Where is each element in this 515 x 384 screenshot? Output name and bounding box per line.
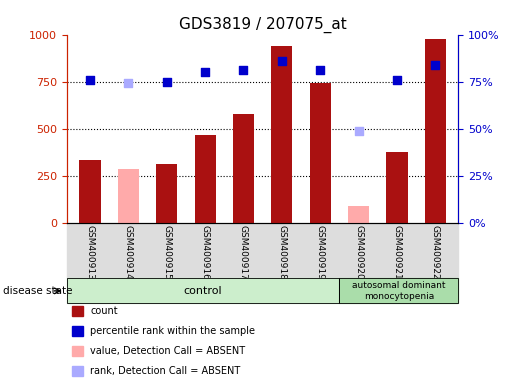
Point (278, 58, 286, 64)
Bar (425, 39, 446, 223)
Point (393, 77, 401, 83)
Point (86, 77, 94, 83)
Text: count: count (90, 306, 118, 316)
Text: GSM400922: GSM400922 (431, 225, 440, 279)
Point (239, 67, 248, 73)
Text: GSM400920: GSM400920 (354, 225, 363, 280)
Title: GDS3819 / 207075_at: GDS3819 / 207075_at (179, 17, 347, 33)
Text: GSM400916: GSM400916 (200, 225, 210, 280)
Point (201, 69, 209, 75)
Text: rank, Detection Call = ABSENT: rank, Detection Call = ABSENT (90, 366, 241, 376)
Text: GSM400918: GSM400918 (278, 225, 286, 280)
Text: GSM400913: GSM400913 (85, 225, 94, 280)
Text: GSM400919: GSM400919 (316, 225, 325, 280)
Text: control: control (184, 286, 222, 296)
Text: GSM400915: GSM400915 (162, 225, 171, 280)
Text: GSM400914: GSM400914 (124, 225, 133, 280)
Bar (118, 169, 139, 223)
Point (316, 67, 324, 73)
Point (163, 79, 171, 85)
Point (431, 61, 439, 68)
Text: GSM400917: GSM400917 (239, 225, 248, 280)
Bar (310, 83, 331, 223)
Bar (195, 135, 216, 223)
Text: disease state: disease state (3, 286, 72, 296)
Text: percentile rank within the sample: percentile rank within the sample (90, 326, 255, 336)
Bar (271, 46, 293, 223)
Text: value, Detection Call = ABSENT: value, Detection Call = ABSENT (90, 346, 245, 356)
Point (124, 80, 132, 86)
Bar (386, 152, 407, 223)
Point (354, 127, 363, 134)
Text: GSM400921: GSM400921 (392, 225, 402, 280)
Bar (79, 160, 100, 223)
Bar (233, 114, 254, 223)
Text: autosomal dominant
monocytopenia: autosomal dominant monocytopenia (352, 281, 445, 301)
Bar (348, 206, 369, 223)
Bar (156, 164, 177, 223)
